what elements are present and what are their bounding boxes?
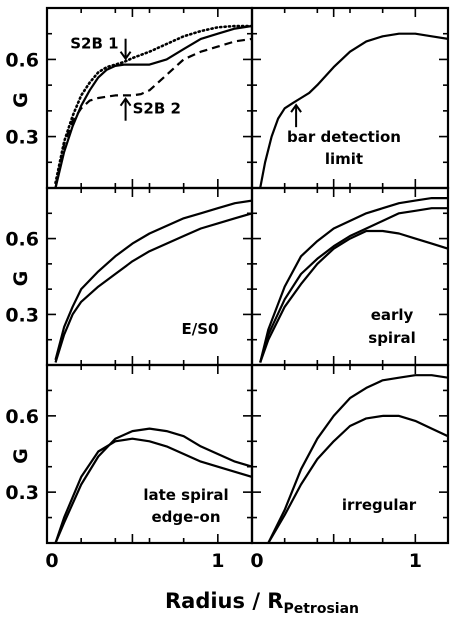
series-line-1-solid: [267, 374, 448, 543]
panel-frame: [45, 363, 254, 545]
y-tick-label: 0.3: [5, 127, 39, 149]
y-tick-label: 0.6: [5, 406, 39, 428]
series-line-2-solid: [54, 212, 252, 363]
annotation-arrowhead: [290, 103, 302, 113]
y-axis-label: G: [10, 92, 32, 108]
y-tick-label: 0.6: [5, 49, 39, 71]
panel-frame: [45, 186, 254, 367]
series-line-2-solid: [54, 437, 252, 543]
series-line-2-solid: [267, 414, 448, 543]
panel-label: early: [371, 306, 414, 324]
panel-label: limit: [325, 150, 363, 168]
series-line-1-solid: [259, 197, 448, 363]
y-axis-label: G: [10, 448, 32, 464]
annotation-label: S2B 2: [133, 100, 181, 118]
y-tick-label: 0.3: [5, 304, 39, 326]
panel-label: irregular: [342, 496, 417, 514]
x-axis-title: Radius / RPetrosian: [165, 589, 359, 617]
panel-label: E/S0: [182, 320, 219, 338]
annotation-arrowhead: [119, 96, 132, 107]
annotation-arrowhead: [119, 51, 132, 61]
panel-label: bar detection: [287, 128, 401, 146]
panel-label: late spiral: [143, 486, 228, 504]
series-line-1-solid: [259, 32, 448, 188]
y-tick-label: 0.3: [5, 482, 39, 504]
panel-label: edge-on: [151, 508, 220, 526]
series-line-3-dashed: [54, 37, 252, 188]
annotation-label: S2B 1: [70, 35, 118, 53]
panel-3: E/S0 0.3 0.6 G: [5, 186, 254, 367]
x-tick-label: 1: [409, 550, 422, 572]
x-axis-title-subscript: Petrosian: [283, 601, 359, 617]
x-tick-label: 1: [211, 550, 224, 572]
x-axis-title-main: Radius / R: [165, 589, 283, 613]
panel-1: S2B 1 S2B 2 0.3 0.6 G: [5, 6, 254, 190]
series-line-1-solid: [54, 199, 252, 361]
y-axis-label: G: [10, 271, 32, 287]
x-tick-label: 0: [45, 550, 58, 572]
panel-6: irregular 0 1: [250, 363, 450, 572]
series-line-1-dotted: [54, 24, 252, 185]
y-tick-label: 0.6: [5, 229, 39, 251]
panel-5: late spiral edge-on 0.3 0.6 G 0 1: [5, 363, 254, 572]
panel-2: bar detection limit: [250, 6, 450, 190]
series-line-1-solid: [54, 427, 252, 543]
panel-frame: [250, 186, 450, 367]
series-line-2-solid: [259, 207, 448, 363]
panel-label: spiral: [368, 329, 415, 347]
series-line-3-solid: [259, 229, 448, 363]
panel-4: early spiral: [250, 186, 450, 367]
x-tick-label: 0: [250, 550, 263, 572]
